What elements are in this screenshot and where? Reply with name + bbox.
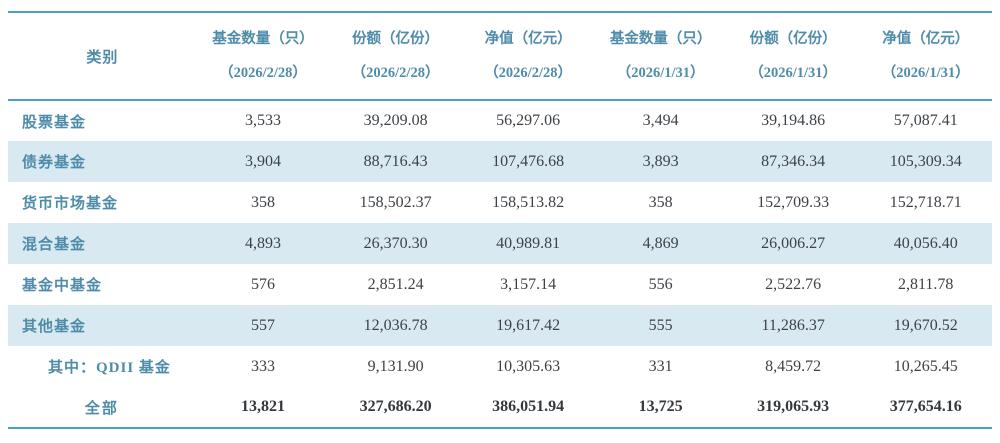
header-label: 净值（亿元）	[882, 30, 970, 47]
table-row-bond-funds: 债券基金 3,904 88,716.43 107,476.68 3,893 87…	[8, 141, 992, 182]
cell-value: 12,036.78	[363, 316, 428, 334]
table-row-total: 全部 13,821 327,686.20 386,051.94 13,725 3…	[8, 387, 992, 428]
cell-value: 556	[648, 275, 673, 293]
row-category-label: 混合基金	[22, 237, 87, 253]
header-label: 份额（亿份）	[749, 30, 837, 47]
cell-value: 4,869	[642, 234, 679, 252]
cell-value: 557	[251, 316, 276, 334]
cell-value: 10,305.63	[496, 357, 561, 375]
header-label: 份额（亿份）	[352, 30, 440, 47]
cell-value: 331	[648, 357, 673, 375]
cell-value: 358	[251, 193, 276, 211]
cell-value: 10,265.45	[893, 357, 958, 375]
cell-value: 319,065.93	[757, 398, 830, 415]
col-header-category: 类别	[86, 49, 119, 66]
cell-value: 3,494	[642, 112, 679, 129]
cell-value: 377,654.16	[889, 398, 962, 415]
table-row-money-market-funds: 货币市场基金 358 158,502.37 158,513.82 358 152…	[8, 182, 992, 223]
cell-value: 152,718.71	[889, 193, 962, 211]
col-header-nav-jan: 净值（亿元） （2026/1/31）	[859, 12, 992, 100]
row-category-label: 货币市场基金	[22, 196, 119, 212]
cell-value: 333	[251, 357, 276, 375]
header-date: （2026/2/28）	[219, 65, 307, 81]
cell-value: 3,533	[245, 112, 282, 129]
row-category-label: 基金中基金	[22, 278, 103, 294]
cell-value: 19,617.42	[496, 316, 561, 334]
cell-value: 57,087.41	[893, 112, 958, 129]
header-label: 基金数量（只）	[212, 30, 314, 47]
cell-value: 3,157.14	[500, 275, 557, 293]
cell-value: 386,051.94	[492, 398, 565, 415]
cell-value: 26,006.27	[761, 234, 826, 252]
row-category-label: 其他基金	[22, 319, 87, 335]
cell-value: 3,893	[642, 152, 679, 170]
cell-value: 19,670.52	[893, 316, 958, 334]
cell-value: 358	[648, 193, 673, 211]
header-date: （2026/2/28）	[351, 65, 440, 81]
header-date: （2026/1/31）	[749, 65, 838, 81]
row-category-label: 债券基金	[22, 155, 87, 171]
cell-value: 4,893	[245, 234, 282, 252]
cell-value: 13,821	[241, 398, 286, 415]
header-label: 基金数量（只）	[609, 30, 712, 47]
cell-value: 3,904	[245, 152, 282, 170]
cell-value: 327,686.20	[359, 398, 432, 415]
cell-value: 555	[648, 316, 673, 334]
cell-value: 40,989.81	[496, 234, 561, 252]
header-date: （2026/1/31）	[616, 65, 705, 81]
cell-value: 158,502.37	[359, 193, 432, 211]
header-date: （2026/2/28）	[484, 65, 572, 81]
cell-value: 158,513.82	[492, 193, 565, 211]
header-label: 净值（亿元）	[484, 30, 572, 47]
col-header-count-feb: 基金数量（只） （2026/2/28）	[197, 12, 330, 100]
header-date: （2026/1/31）	[881, 65, 970, 81]
cell-value: 2,851.24	[367, 275, 424, 293]
cell-value: 40,056.40	[893, 234, 958, 252]
cell-value: 9,131.90	[367, 357, 424, 375]
cell-value: 8,459.72	[765, 357, 822, 375]
cell-value: 87,346.34	[761, 152, 826, 170]
cell-value: 13,725	[638, 398, 683, 415]
table-header-row: 类别 基金数量（只） （2026/2/28） 份额（亿份） （2026/2/28…	[8, 12, 992, 100]
cell-value: 576	[251, 275, 276, 293]
col-header-nav-feb: 净值（亿元） （2026/2/28）	[462, 12, 595, 100]
cell-value: 2,522.76	[765, 275, 822, 293]
table-row-hybrid-funds: 混合基金 4,893 26,370.30 40,989.81 4,869 26,…	[8, 223, 992, 264]
row-category-label: 全部	[84, 400, 119, 417]
table-row-equity-funds: 股票基金 3,533 39,209.08 56,297.06 3,494 39,…	[8, 100, 992, 141]
cell-value: 39,209.08	[363, 112, 428, 129]
cell-value: 11,286.37	[761, 316, 825, 334]
cell-value: 26,370.30	[363, 234, 428, 252]
col-header-count-jan: 基金数量（只） （2026/1/31）	[594, 12, 727, 100]
row-category-label: 其中：QDII 基金	[48, 360, 171, 376]
cell-value: 152,709.33	[757, 193, 830, 211]
fund-statistics-table: 类别 基金数量（只） （2026/2/28） 份额（亿份） （2026/2/28…	[8, 11, 992, 429]
cell-value: 2,811.78	[898, 275, 954, 293]
table-row-qdii-funds: 其中：QDII 基金 333 9,131.90 10,305.63 331 8,…	[8, 346, 992, 387]
table-row-other-funds: 其他基金 557 12,036.78 19,617.42 555 11,286.…	[8, 305, 992, 346]
col-header-shares-feb: 份额（亿份） （2026/2/28）	[329, 12, 462, 100]
table-row-fof-funds: 基金中基金 576 2,851.24 3,157.14 556 2,522.76…	[8, 264, 992, 305]
cell-value: 107,476.68	[492, 152, 565, 170]
row-category-label: 股票基金	[22, 114, 87, 131]
col-header-shares-jan: 份额（亿份） （2026/1/31）	[727, 12, 860, 100]
cell-value: 56,297.06	[496, 112, 561, 129]
cell-value: 105,309.34	[889, 152, 962, 170]
cell-value: 39,194.86	[761, 112, 826, 129]
cell-value: 88,716.43	[363, 152, 428, 170]
